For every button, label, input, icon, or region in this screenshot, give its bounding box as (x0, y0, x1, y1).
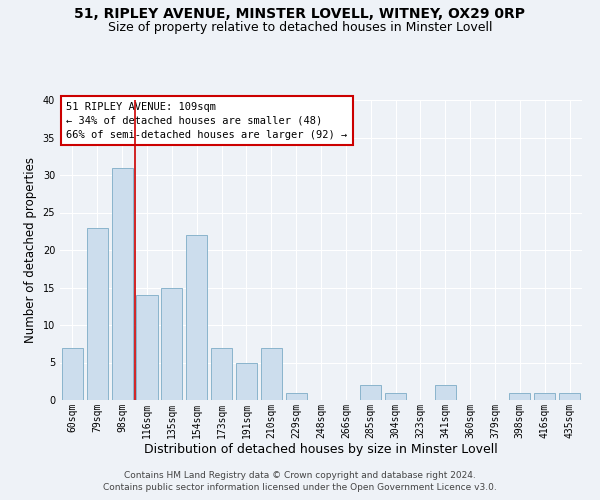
Bar (286, 392, 307, 400)
Bar (236, 362, 257, 400)
Bar (136, 295, 158, 400)
Bar (385, 392, 406, 400)
Bar (534, 392, 555, 400)
Bar (509, 392, 530, 400)
Bar (186, 235, 207, 400)
Text: Contains HM Land Registry data © Crown copyright and database right 2024.: Contains HM Land Registry data © Crown c… (124, 471, 476, 480)
Bar (87, 228, 108, 400)
Bar (360, 385, 381, 400)
Bar (435, 385, 456, 400)
Bar (62, 348, 83, 400)
Text: Contains public sector information licensed under the Open Government Licence v3: Contains public sector information licen… (103, 484, 497, 492)
Bar (161, 288, 182, 400)
Text: Size of property relative to detached houses in Minster Lovell: Size of property relative to detached ho… (108, 21, 492, 34)
Text: 51, RIPLEY AVENUE, MINSTER LOVELL, WITNEY, OX29 0RP: 51, RIPLEY AVENUE, MINSTER LOVELL, WITNE… (74, 8, 526, 22)
Text: Distribution of detached houses by size in Minster Lovell: Distribution of detached houses by size … (144, 442, 498, 456)
Bar (211, 348, 232, 400)
Bar (261, 348, 282, 400)
Y-axis label: Number of detached properties: Number of detached properties (24, 157, 37, 343)
Bar (559, 392, 580, 400)
Text: 51 RIPLEY AVENUE: 109sqm
← 34% of detached houses are smaller (48)
66% of semi-d: 51 RIPLEY AVENUE: 109sqm ← 34% of detach… (66, 102, 347, 140)
Bar (112, 168, 133, 400)
